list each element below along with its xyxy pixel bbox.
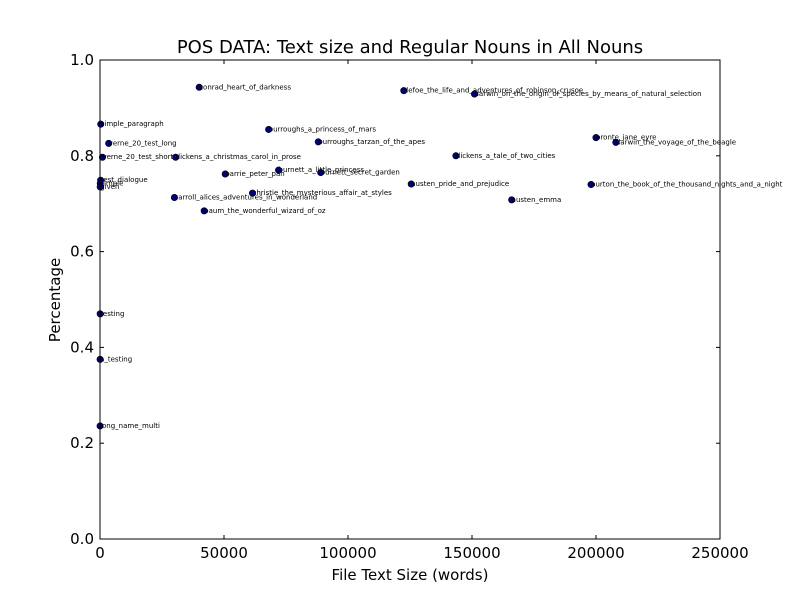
data-point-label: christie_the_mysterious_affair_at_styles [253,189,393,197]
x-tick-label: 150000 [443,544,500,562]
x-tick-label: 200000 [567,544,624,562]
data-point-label: defoe_the_life_and_adventures_of_robinso… [404,87,583,95]
data-point [587,181,595,189]
x-tick-label: 50000 [200,544,248,562]
data-point-label: simple_paragraph [101,120,164,128]
data-point-label: dickens_a_tale_of_two_cities [456,152,556,160]
data-point-label: long_name_multi [100,422,160,430]
data-point [407,180,415,188]
y-tick-label: 0.8 [70,147,94,165]
data-point [170,193,178,201]
y-tick-label: 0.0 [70,530,94,548]
plot-frame [99,59,721,540]
data-point-label: burroughs_a_princess_of_mars [269,125,377,133]
data-point-label: verne_20_test_long [109,139,177,147]
data-point [275,166,283,174]
y-tick-label: 0.6 [70,243,94,261]
data-point [97,120,105,128]
data-point-label: darwin_the_voyage_of_the_beagle [616,138,736,146]
data-point-label: bronte_jane_eyre [596,134,656,142]
data-point-label: burton_the_book_of_the_thousand_nights_a… [591,181,783,189]
data-point-label: testing [100,310,124,318]
data-point-label: baum_the_wonderful_wizard_of_oz [204,207,326,215]
data-point [508,196,516,204]
data-point [317,169,325,177]
data-point-label: test_dialogue [101,176,148,184]
data-point-label: burnett_a_little_princess [279,166,365,174]
data-point [221,170,229,178]
data-point [592,134,600,142]
x-tick-label: 100000 [319,544,376,562]
data-point-label: given [100,183,119,191]
data-point-label: dickens_a_christmas_carol_in_prose [176,153,301,161]
data-point-label: a_testing [100,355,132,363]
data-point [249,189,257,197]
data-point-label: verne_20_test_short [102,153,173,161]
x-tick-label: 0 [95,544,105,562]
data-point [172,153,180,161]
point-labels-layer: conrad_heart_of_darkness defoe_the_life_a… [100,83,783,430]
data-point [612,138,620,146]
ticks-layer: 0 50000 100000 150000 200000 250000 0.0 0.2 0.4 0… [70,51,748,562]
x-axis-label: File Text Size (words) [332,566,489,584]
data-point [452,152,460,160]
data-point [314,138,322,146]
data-point-label: burroughs_tarzan_of_the_apes [318,138,425,146]
data-point-label: carroll_alices_adventures_in_wonderland [174,193,317,201]
y-tick-label: 0.2 [70,434,94,452]
data-point-label: burnett_secret_garden [321,169,400,177]
data-point-label: austen_pride_and_prejudice [411,180,509,188]
data-point-label: conrad_heart_of_darkness [199,83,291,91]
y-tick-label: 0.4 [70,338,94,356]
x-tick-label: 250000 [691,544,748,562]
y-axis-label: Percentage [46,258,64,342]
data-point [105,139,113,147]
data-point-label: barrie_peter_pan [225,170,284,178]
data-point [470,90,478,98]
data-point [400,87,408,95]
chart-title: POS DATA: Text size and Regular Nouns in… [177,37,643,58]
data-point [200,207,208,215]
y-tick-label: 1.0 [70,51,94,69]
data-point [265,125,273,133]
data-point-label: darwin_on_the_origin_of_species_by_means… [474,90,701,98]
data-point-label: simple [100,180,123,188]
data-point [195,83,203,91]
data-point-label: austen_emma [512,196,562,204]
points-layer [96,83,620,430]
